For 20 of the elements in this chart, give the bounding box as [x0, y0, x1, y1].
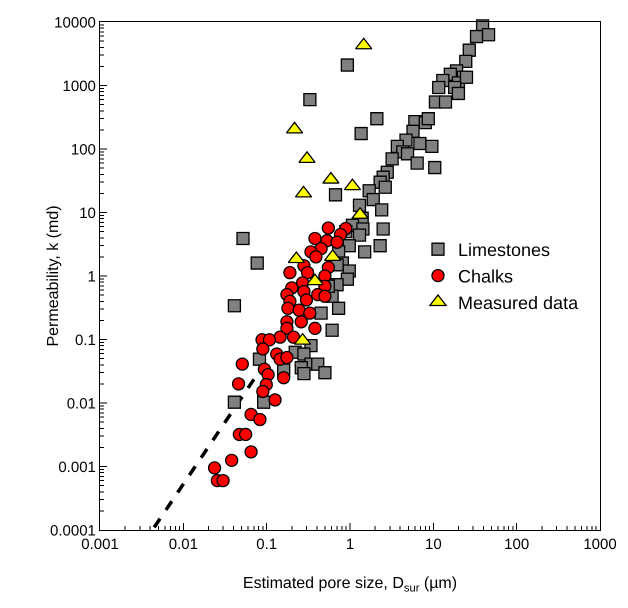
- legend-label: Measured data: [458, 293, 580, 314]
- y-tick-label: 0.001: [58, 458, 96, 476]
- legend-label: Limestones: [458, 240, 550, 260]
- y-tick-label: 1000: [62, 78, 96, 95]
- y-tick-label: 10: [79, 204, 96, 222]
- legend-label: Chalks: [458, 266, 514, 287]
- x-tick-label: 100: [504, 536, 530, 554]
- x-tick-label: 1000: [583, 536, 617, 554]
- x-tick-label: 0.1: [256, 536, 278, 554]
- y-tick-label: 0.01: [66, 395, 96, 412]
- x-axis-title: Estimated pore size, D$_{sur}$ (µm): [242, 575, 458, 595]
- y-tick-label: 100: [70, 141, 96, 158]
- y-tick-label: 0.1: [75, 332, 96, 349]
- y-tick-label: 10000: [54, 14, 96, 32]
- y-axis-title: Permeability, k (md): [44, 205, 62, 347]
- x-tick-label: 10: [424, 536, 442, 554]
- y-tick-label: 1: [88, 268, 96, 286]
- x-tick-label: 0.01: [168, 536, 198, 554]
- y-tick-label: 0.0001: [50, 522, 96, 540]
- x-tick-label: 1: [346, 536, 354, 554]
